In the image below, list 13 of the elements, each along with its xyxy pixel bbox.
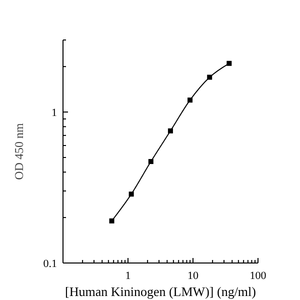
point — [148, 159, 154, 164]
point — [128, 192, 134, 197]
y-axis-title: OD 450 nm — [12, 122, 26, 180]
x-axis-title: [Human Kininogen (LMW)] (ng/ml) — [65, 284, 256, 299]
point — [109, 218, 114, 224]
point — [207, 74, 212, 80]
x-tick-label: 10 — [188, 270, 199, 282]
point — [188, 98, 193, 103]
point — [168, 128, 173, 134]
x-tick-label: 100 — [250, 270, 267, 282]
point — [226, 60, 232, 66]
x-tick-label: 1 — [125, 270, 131, 282]
y-tick-label: 0.1 — [43, 258, 57, 270]
